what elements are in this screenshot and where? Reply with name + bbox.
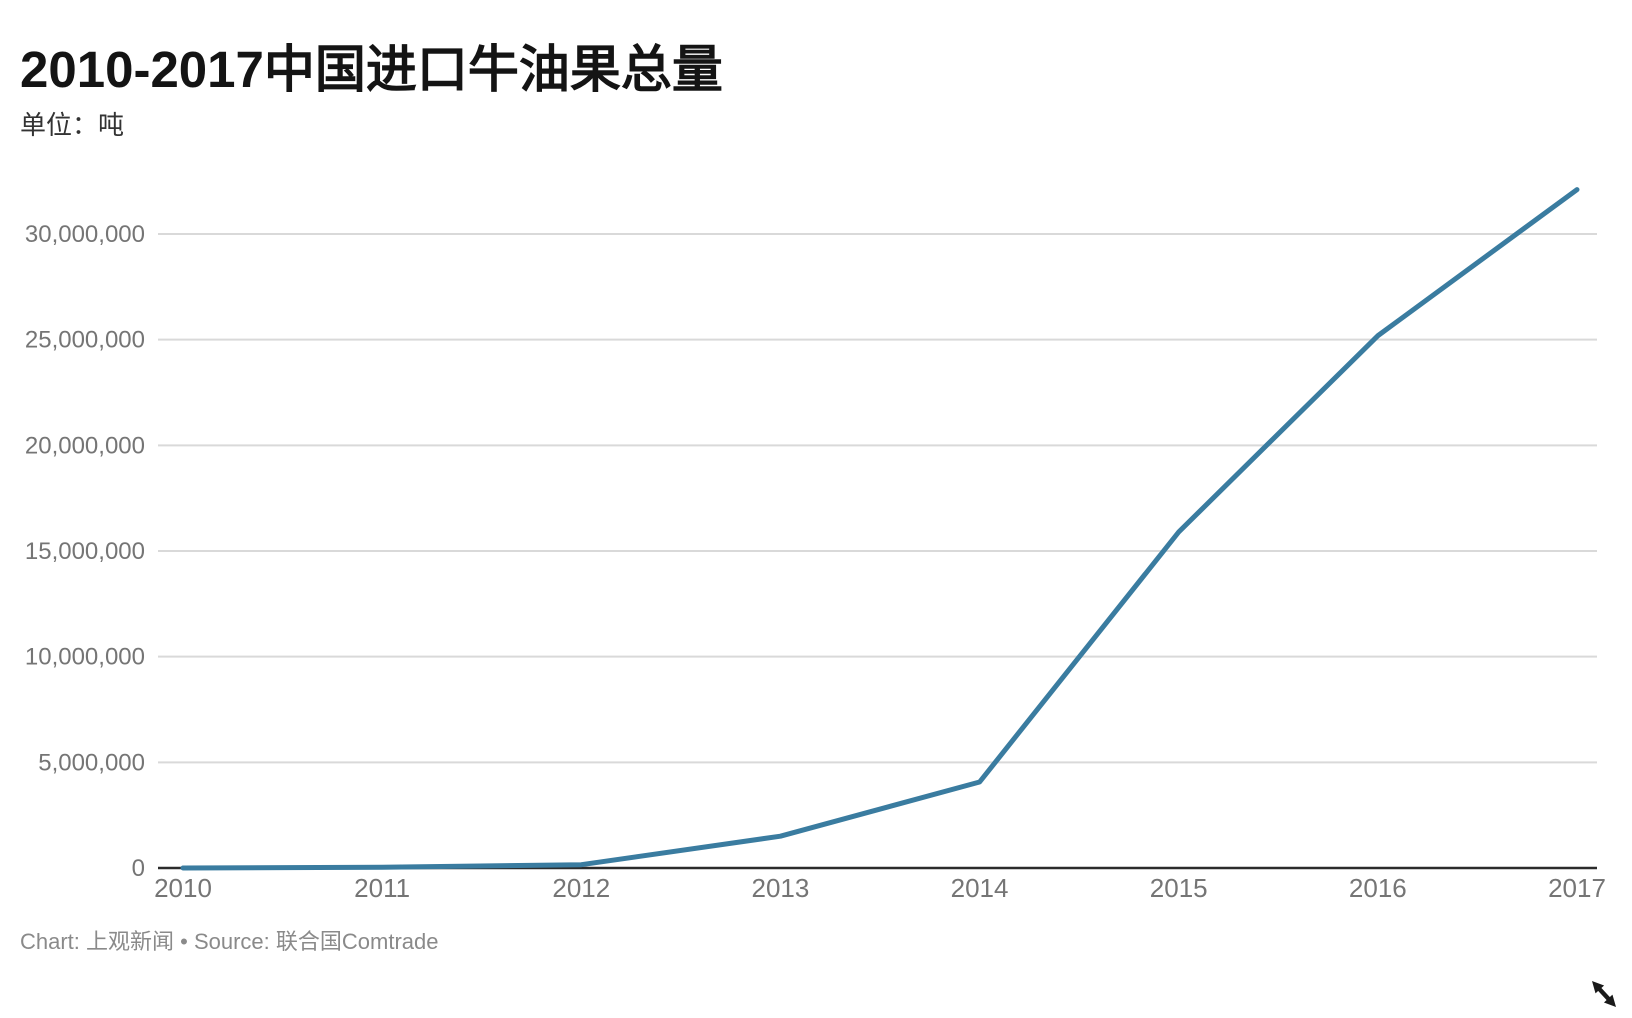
y-tick-label: 20,000,000 xyxy=(25,432,145,459)
y-tick-label: 0 xyxy=(132,855,145,882)
x-tick-label: 2012 xyxy=(552,873,610,903)
resize-cursor-head-se xyxy=(1603,994,1616,1007)
x-tick-label: 2013 xyxy=(752,873,810,903)
x-tick-label: 2017 xyxy=(1548,873,1606,903)
y-tick-label: 25,000,000 xyxy=(25,327,145,354)
x-tick-label: 2010 xyxy=(154,873,212,903)
resize-cursor-head-nw xyxy=(1592,981,1605,994)
y-tick-label: 5,000,000 xyxy=(38,749,145,776)
unit-label: 单位：吨 xyxy=(20,110,125,140)
x-tick-label: 2011 xyxy=(354,873,410,903)
data-line-series xyxy=(180,187,1580,871)
x-tick-label: 2014 xyxy=(951,873,1009,903)
y-tick-label: 10,000,000 xyxy=(25,644,145,671)
footer-credit: Chart: 上观新闻 • Source: 联合国Comtrade xyxy=(20,929,439,954)
x-tick-label: 2015 xyxy=(1150,873,1208,903)
resize-cursor-icon xyxy=(1592,981,1616,1007)
y-tick-label: 30,000,000 xyxy=(25,221,145,248)
resize-cursor-shaft xyxy=(1597,986,1611,1002)
x-tick-label: 2016 xyxy=(1349,873,1407,903)
y-tick-label: 15,000,000 xyxy=(25,538,145,565)
chart-title: 2010-2017中国进口牛油果总量 xyxy=(20,41,723,98)
